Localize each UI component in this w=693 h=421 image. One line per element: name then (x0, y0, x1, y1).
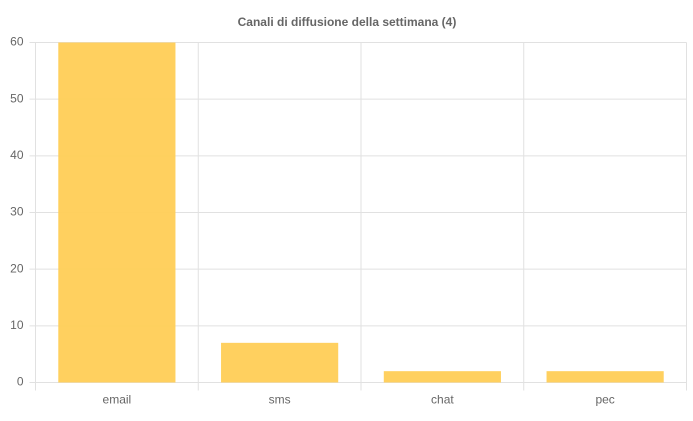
x-tick-label: chat (431, 393, 454, 407)
y-tick-label: 20 (10, 261, 24, 275)
bar (58, 42, 176, 383)
chart-title: Canali di diffusione della settimana (4) (238, 15, 457, 29)
bar (221, 342, 339, 383)
bar (546, 371, 664, 383)
x-tick-label: email (103, 393, 132, 407)
x-tick-label: sms (269, 393, 291, 407)
x-tick-label: pec (595, 393, 614, 407)
y-tick-label: 60 (10, 35, 24, 49)
y-tick-label: 30 (10, 205, 24, 219)
y-tick-label: 50 (10, 91, 24, 105)
y-tick-label: 0 (17, 375, 24, 389)
bar (383, 371, 501, 383)
y-tick-label: 40 (10, 148, 24, 162)
y-tick-label: 10 (10, 318, 24, 332)
